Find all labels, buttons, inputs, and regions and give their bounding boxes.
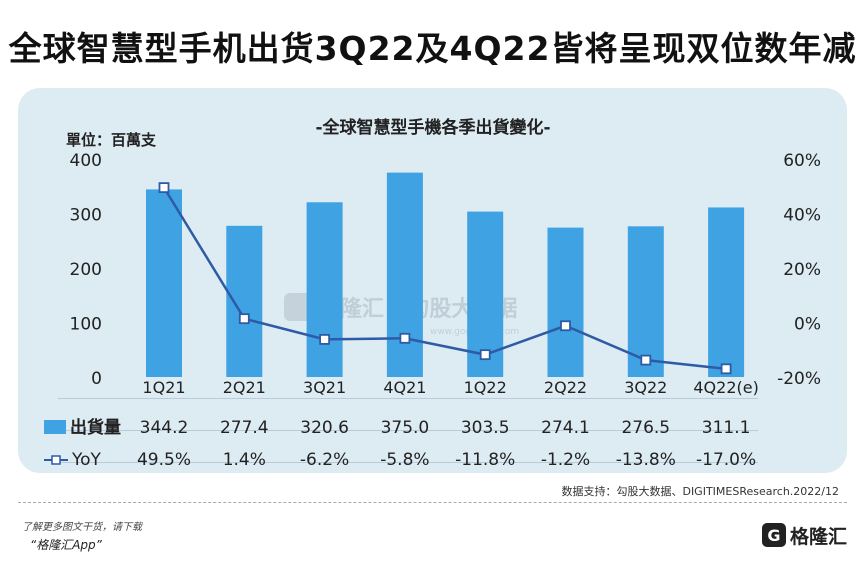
chart-panel: -全球智慧型手機各季出貨變化- 單位：百萬支 格隆汇 | 勾股大数据 www.g… [18,88,847,473]
table-cell-yoy: -1.2% [541,450,590,470]
yoy-point [158,182,170,194]
y-left-tick: 0 [91,369,102,389]
source-note: 数据支持：勾股大数据、DIGITIMESResearch.2022/12 [561,485,839,498]
promo-line-1: 了解更多图文干货，请下载 [22,522,142,533]
promo-line-2[interactable]: “格隆汇App” [30,538,102,552]
yoy-point [720,363,732,375]
table-divider-bottom [58,462,758,463]
yoy-line-layer [158,182,732,375]
bar-4Q21 [386,172,423,377]
x-tick-label: 1Q22 [464,378,507,397]
chart-title: -全球智慧型手機各季出貨變化- [315,117,550,138]
legend-bar-swatch [44,420,66,434]
x-tick-label: 3Q22 [624,378,667,397]
y-right-tick: 40% [783,206,821,226]
y-right-tick: 0% [794,315,821,335]
legend-bar-label: 出貨量 [70,417,121,438]
table-cell-yoy: -6.2% [300,450,349,470]
yoy-point [640,354,652,366]
chart-svg: -全球智慧型手機各季出貨變化- 單位：百萬支 格隆汇 | 勾股大数据 www.g… [44,117,821,470]
bars-layer [146,172,745,377]
left-axis-ticks: 400 300 200 100 0 [70,151,102,389]
table-cell-shipment: 303.5 [461,418,510,438]
yoy-line [162,186,727,371]
yoy-point [560,320,571,332]
x-tick-label: 4Q21 [383,378,426,397]
table-cell-yoy: -17.0% [696,450,756,470]
brand-logo-icon: G [761,523,786,547]
table-cell-shipment: 320.6 [300,418,349,438]
y-right-tick: 60% [783,151,821,171]
table-cell-shipment: 344.2 [140,418,189,438]
x-tick-label: 4Q22(e) [693,378,758,397]
bar-2Q22 [547,227,584,377]
table-cell-shipment: 276.5 [621,418,670,438]
table-cell-yoy: 1.4% [223,450,266,470]
bar-2Q21 [226,225,263,377]
bar-4Q22(e) [708,207,745,377]
watermark-logo-icon [284,293,312,321]
table-cell-yoy: -5.8% [380,450,429,470]
table-cell-yoy: 49.5% [137,450,191,470]
y-right-tick: 20% [783,260,821,280]
x-tick-label: 2Q21 [223,378,266,397]
table-cell-yoy: -13.8% [616,450,676,470]
table-cell-yoy: -11.8% [455,450,515,470]
y-left-tick: 100 [70,315,102,335]
bar-3Q22 [627,226,664,377]
footer-divider [18,502,847,503]
table-cell-shipment: 277.4 [220,418,269,438]
table-cell-shipment: 311.1 [702,418,751,438]
right-axis-ticks: 60% 40% 20% 0% -20% [777,151,821,389]
brand-logo: G 格隆汇 [761,521,847,549]
x-tick-label: 1Q21 [142,378,185,397]
x-tick-label: 3Q21 [303,378,346,397]
table-cell-shipment: 375.0 [381,418,430,438]
y-left-tick: 200 [70,260,102,280]
y-left-tick: 300 [70,206,102,226]
yoy-point [319,333,331,345]
y-unit-label: 單位：百萬支 [66,131,157,149]
yoy-point [238,313,250,325]
yoy-point [479,349,491,361]
x-category-labels: 1Q21 2Q21 3Q21 4Q21 1Q22 2Q22 3Q22 4Q22(e) [142,378,758,397]
yoy-point [399,332,411,344]
table-values-bar: 344.2 277.4 320.6 375.0 303.5 274.1 276.5 311.1 [140,418,751,438]
legend-line-marker [51,455,61,465]
y-right-tick: -20% [777,369,821,389]
table-cell-shipment: 274.1 [541,418,590,438]
bar-3Q21 [306,202,343,377]
y-left-tick: 400 [70,151,102,171]
page-headline: 全球智慧型手机出货3Q22及4Q22皆将呈现双位数年减 [8,29,857,68]
bar-1Q21 [146,189,182,377]
table-divider-mid [58,430,758,431]
brand-logo-text: 格隆汇 [789,525,847,548]
x-tick-label: 2Q22 [544,378,587,397]
table-values-yoy: 49.5% 1.4% -6.2% -5.8% -11.8% -1.2% -13.8% -17.… [137,450,756,470]
table-divider-top [58,398,758,399]
legend-line-label: YoY [71,450,102,470]
